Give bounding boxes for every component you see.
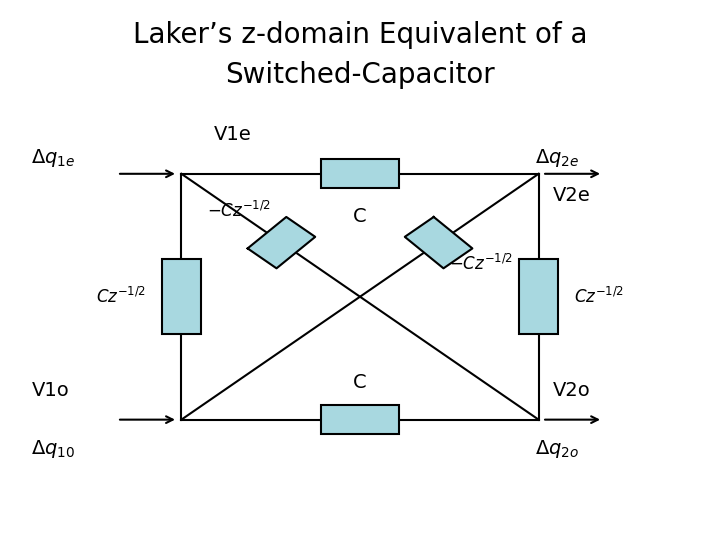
Bar [519,259,558,334]
Polygon shape [248,217,315,268]
Text: Laker’s z-domain Equivalent of a: Laker’s z-domain Equivalent of a [132,21,588,49]
Text: $\Delta q_{10}$: $\Delta q_{10}$ [32,438,76,460]
Polygon shape [405,217,472,268]
Text: V2e: V2e [553,186,590,205]
Text: V1e: V1e [214,125,251,144]
Text: $-Cz^{-1/2}$: $-Cz^{-1/2}$ [449,254,513,274]
Bar [162,259,201,334]
Text: $Cz^{-1/2}$: $Cz^{-1/2}$ [575,287,624,307]
Text: C: C [354,207,366,226]
Text: C: C [354,373,366,392]
Text: $\Delta q_{1e}$: $\Delta q_{1e}$ [32,147,76,169]
Text: $-Cz^{-1/2}$: $-Cz^{-1/2}$ [207,200,271,221]
Bar [320,405,400,434]
Text: V1o: V1o [32,381,69,400]
Text: $\Delta q_{2e}$: $\Delta q_{2e}$ [535,147,579,169]
Text: V2o: V2o [553,381,590,400]
Text: Switched-Capacitor: Switched-Capacitor [225,61,495,89]
Bar [320,159,400,188]
Text: $\Delta q_{2o}$: $\Delta q_{2o}$ [535,438,579,460]
Text: $Cz^{-1/2}$: $Cz^{-1/2}$ [96,287,145,307]
